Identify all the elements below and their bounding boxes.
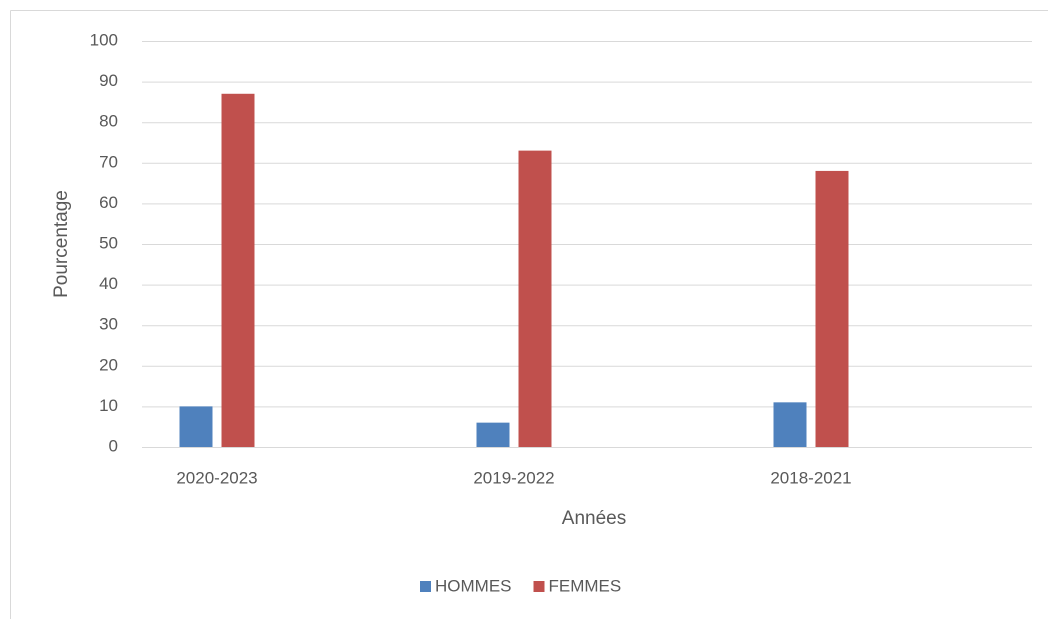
y-tick-label: 40 <box>99 274 118 293</box>
y-tick-label: 70 <box>99 152 118 171</box>
bar <box>773 402 807 447</box>
y-tick-label: 60 <box>99 193 118 212</box>
y-tick-label: 80 <box>99 112 118 131</box>
y-tick-label: 100 <box>90 30 118 49</box>
y-tick-label: 30 <box>99 315 118 334</box>
legend-swatch <box>533 581 545 592</box>
y-tick-label: 90 <box>99 71 118 90</box>
legend-label: FEMMES <box>549 576 622 595</box>
y-tick-label: 50 <box>99 233 118 252</box>
x-tick-label: 2018-2021 <box>770 468 851 487</box>
bar <box>221 93 255 447</box>
bar <box>476 422 510 447</box>
x-axis-label: Années <box>562 508 626 529</box>
y-axis-label: Pourcentage <box>51 190 72 298</box>
bar <box>518 150 552 447</box>
bar <box>179 406 213 447</box>
x-tick-label: 2019-2022 <box>473 468 554 487</box>
legend-label: HOMMES <box>435 576 512 595</box>
x-tick-label: 2020-2023 <box>176 468 257 487</box>
legend-swatch <box>420 581 431 592</box>
y-tick-label: 10 <box>99 396 118 415</box>
bar <box>815 170 849 448</box>
y-tick-label: 20 <box>99 355 118 374</box>
y-tick-label: 0 <box>109 436 118 455</box>
